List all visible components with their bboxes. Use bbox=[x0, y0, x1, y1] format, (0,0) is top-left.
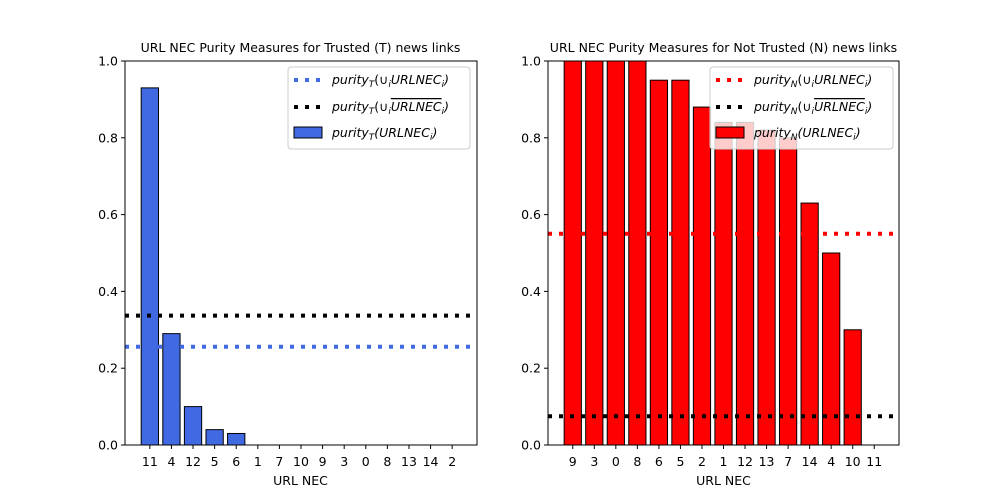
x-tick-label: 10 bbox=[845, 454, 861, 469]
y-tick-label: 0.2 bbox=[521, 361, 541, 376]
x-tick-label: 14 bbox=[802, 454, 818, 469]
x-tick-label: 2 bbox=[448, 454, 456, 469]
bar bbox=[563, 60, 582, 446]
legend: purityN(∪iURLNECi) purityN(∪iURLNECi) puri… bbox=[709, 66, 894, 150]
x-tick-label: 4 bbox=[827, 454, 835, 469]
legend-label: purityN(∪iURLNECi) bbox=[753, 72, 872, 90]
bar bbox=[757, 129, 776, 446]
x-tick-label: 12 bbox=[737, 454, 753, 469]
x-tick-label: 2 bbox=[698, 454, 706, 469]
x-tick-label: 10 bbox=[293, 454, 309, 469]
legend-bar-swatch bbox=[715, 126, 745, 139]
bar bbox=[778, 137, 798, 446]
x-tick-label: 11 bbox=[866, 454, 882, 469]
legend-label: purityT(∪iURLNECi) bbox=[331, 99, 449, 117]
legend: purityT(∪iURLNECi) purityT(∪iURLNECi) puri… bbox=[287, 66, 471, 150]
x-tick-label: 1 bbox=[720, 454, 728, 469]
x-tick-label: 9 bbox=[319, 454, 327, 469]
y-tick-label: 0.6 bbox=[98, 207, 118, 222]
y-tick-label: 0.6 bbox=[521, 207, 541, 222]
y-tick-label: 1.0 bbox=[521, 54, 541, 69]
x-tick-label: 6 bbox=[655, 454, 663, 469]
legend-box bbox=[287, 66, 471, 150]
x-tick-label: 12 bbox=[185, 454, 201, 469]
x-axis-label: URL NEC bbox=[696, 473, 751, 488]
bar bbox=[585, 60, 604, 446]
chart-title: URL NEC Purity Measures for Trusted (T) … bbox=[141, 40, 461, 55]
legend-label: purityT(URLNECi) bbox=[331, 125, 437, 143]
legend-label: purityN(URLNECi) bbox=[753, 125, 861, 143]
bar bbox=[692, 106, 712, 446]
x-tick-label: 7 bbox=[275, 454, 283, 469]
x-tick-label: 13 bbox=[401, 454, 417, 469]
x-tick-label: 8 bbox=[383, 454, 391, 469]
y-tick-label: 0.0 bbox=[521, 438, 541, 453]
bar bbox=[800, 202, 819, 446]
bar bbox=[205, 429, 224, 446]
bar bbox=[183, 406, 203, 446]
y-tick-label: 1.0 bbox=[98, 54, 118, 69]
x-tick-label: 13 bbox=[759, 454, 775, 469]
x-tick-label: 8 bbox=[633, 454, 641, 469]
bar bbox=[671, 79, 690, 446]
bar bbox=[714, 121, 733, 446]
chart-panel: 0.0 0.2 0.4 0.6 0.8 1.0 11 4 12 5 6 1 7 10 9 3 0 8 13 14 2 pu… bbox=[98, 54, 478, 469]
x-tick-label: 1 bbox=[254, 454, 262, 469]
bar bbox=[843, 329, 862, 446]
x-tick-label: 0 bbox=[612, 454, 620, 469]
y-tick-label: 0.4 bbox=[521, 284, 541, 299]
x-tick-label: 4 bbox=[167, 454, 175, 469]
x-tick-label: 9 bbox=[569, 454, 577, 469]
x-tick-label: 11 bbox=[142, 454, 158, 469]
x-tick-label: 0 bbox=[362, 454, 370, 469]
bar bbox=[227, 432, 246, 446]
legend-label: purityN(∪iURLNECi) bbox=[753, 99, 872, 117]
x-tick-label: 3 bbox=[340, 454, 348, 469]
chart-title: URL NEC Purity Measures for Not Trusted … bbox=[550, 40, 897, 55]
bar bbox=[140, 87, 159, 446]
plot-layer: 0.00.20.40.60.81.011 4 12 5 6 1 7 10 9 3 0 8 13 14 2pu… bbox=[98, 54, 900, 469]
y-tick-label: 0.0 bbox=[98, 438, 118, 453]
x-tick-label: 3 bbox=[590, 454, 598, 469]
bar bbox=[606, 60, 625, 446]
y-tick-label: 0.2 bbox=[98, 361, 118, 376]
y-tick-label: 0.8 bbox=[98, 130, 118, 145]
bar bbox=[735, 121, 755, 446]
bar bbox=[162, 333, 181, 446]
bar bbox=[649, 79, 669, 446]
x-tick-label: 6 bbox=[232, 454, 240, 469]
legend-box bbox=[709, 66, 894, 150]
x-tick-label: 5 bbox=[211, 454, 219, 469]
legend-bar-swatch bbox=[293, 126, 323, 139]
bar bbox=[628, 60, 647, 446]
x-tick-label: 14 bbox=[423, 454, 439, 469]
x-axis-label: URL NEC bbox=[273, 473, 328, 488]
legend-label: purityT(∪iURLNECi) bbox=[331, 72, 449, 90]
y-tick-label: 0.8 bbox=[521, 130, 541, 145]
chart-panel: 0.0 0.2 0.4 0.6 0.8 1.0 9 3 0 8 6 5 2 1 12 13 7 14 4 10 11 pu… bbox=[521, 54, 900, 469]
x-tick-label: 7 bbox=[784, 454, 792, 469]
y-tick-label: 0.4 bbox=[98, 284, 118, 299]
x-tick-label: 5 bbox=[676, 454, 684, 469]
